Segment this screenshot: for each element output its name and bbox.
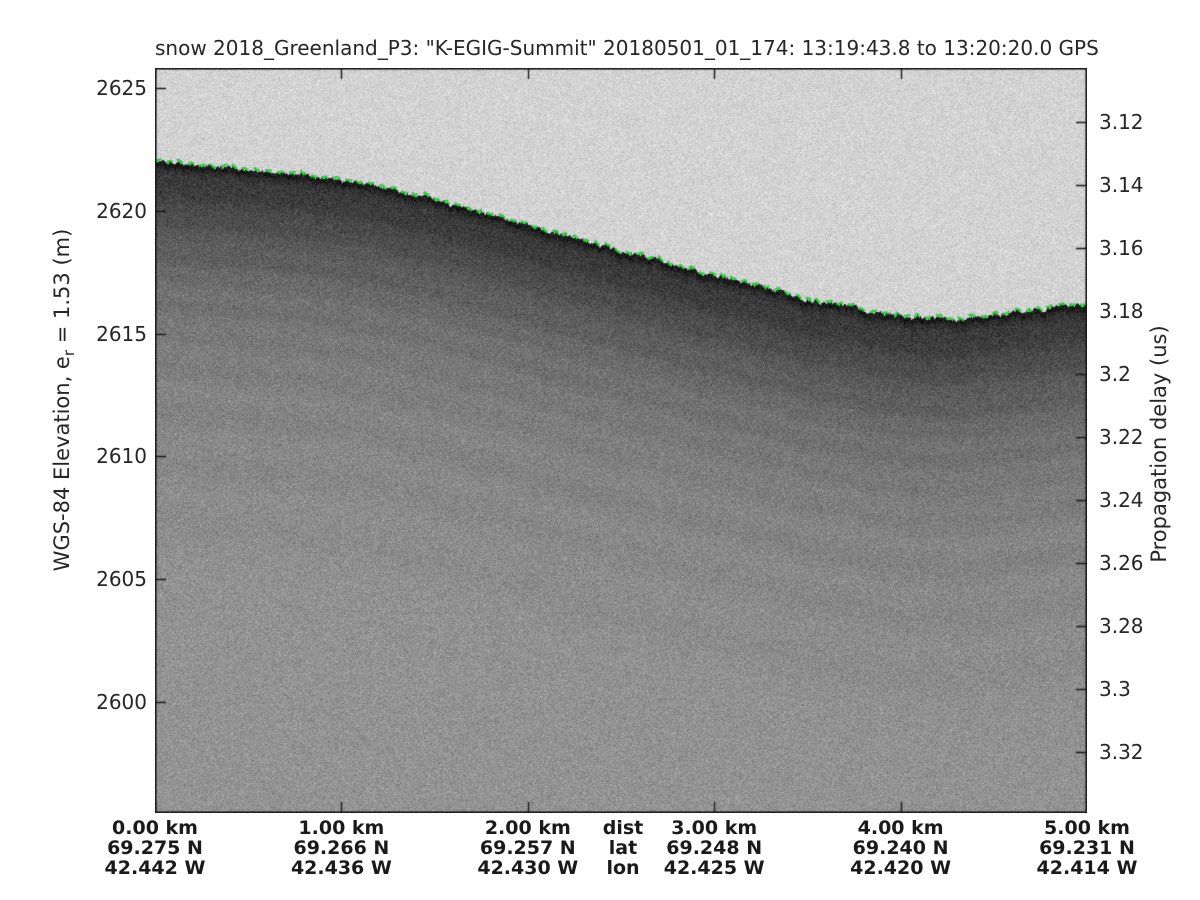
right-axis-tick-label: 3.12 bbox=[1099, 109, 1144, 134]
dist-label: 0.00 km bbox=[112, 817, 198, 839]
lat-label: 69.266 N bbox=[293, 837, 390, 859]
lon-label: 42.425 W bbox=[663, 857, 765, 879]
right-axis-tick-label: 3.2 bbox=[1099, 361, 1131, 386]
left-axis-tick-label: 2620 bbox=[96, 198, 147, 223]
lon-label: 42.430 W bbox=[477, 857, 579, 879]
dist-label: 3.00 km bbox=[671, 817, 758, 839]
row-header: lat bbox=[608, 837, 638, 859]
plot-title: snow 2018_Greenland_P3: "K-EGIG-Summit" … bbox=[155, 36, 1099, 60]
lat-label: 69.257 N bbox=[479, 837, 576, 859]
left-axis-tick-label: 2605 bbox=[96, 567, 147, 592]
left-axis-tick-label: 2610 bbox=[96, 444, 147, 469]
right-axis-tick-label: 3.28 bbox=[1099, 613, 1144, 638]
lat-label: 69.240 N bbox=[852, 837, 949, 859]
dist-label: 5.00 km bbox=[1044, 817, 1130, 839]
right-axis-tick-label: 3.14 bbox=[1099, 172, 1144, 197]
left-axis-tick-label: 2625 bbox=[96, 75, 147, 100]
right-axis-tick-label: 3.18 bbox=[1099, 298, 1144, 323]
right-axis-tick-label: 3.22 bbox=[1099, 424, 1144, 449]
right-axis-tick-label: 3.24 bbox=[1099, 487, 1144, 512]
lon-label: 42.414 W bbox=[1036, 857, 1138, 879]
right-axis-tick-label: 3.26 bbox=[1099, 550, 1144, 575]
right-axis-tick-label: 3.3 bbox=[1099, 676, 1131, 701]
left-axis-tick-label: 2600 bbox=[96, 690, 147, 715]
lat-label: 69.231 N bbox=[1039, 837, 1135, 859]
y-axis-label-left: WGS-84 Elevation, er = 1.53 (m) bbox=[50, 229, 78, 572]
left-axis-tick-label: 2615 bbox=[96, 321, 147, 346]
row-header: lon bbox=[606, 857, 640, 879]
lon-label: 42.436 W bbox=[290, 857, 392, 879]
lon-label: 42.442 W bbox=[104, 857, 206, 879]
dist-label: 2.00 km bbox=[484, 817, 571, 839]
lon-label: 42.420 W bbox=[850, 857, 952, 879]
lat-label: 69.275 N bbox=[107, 837, 203, 859]
y-axis-label-left-subscript: r bbox=[60, 349, 79, 357]
radargram-canvas bbox=[155, 68, 1087, 813]
right-axis-tick-label: 3.32 bbox=[1099, 739, 1144, 764]
dist-label: 1.00 km bbox=[298, 817, 385, 839]
y-axis-label-right: Propagation delay (us) bbox=[1147, 325, 1171, 563]
dist-label: 4.00 km bbox=[857, 817, 944, 839]
right-axis-tick-label: 3.16 bbox=[1099, 235, 1144, 260]
row-header: dist bbox=[602, 817, 644, 839]
lat-label: 69.248 N bbox=[666, 837, 763, 859]
